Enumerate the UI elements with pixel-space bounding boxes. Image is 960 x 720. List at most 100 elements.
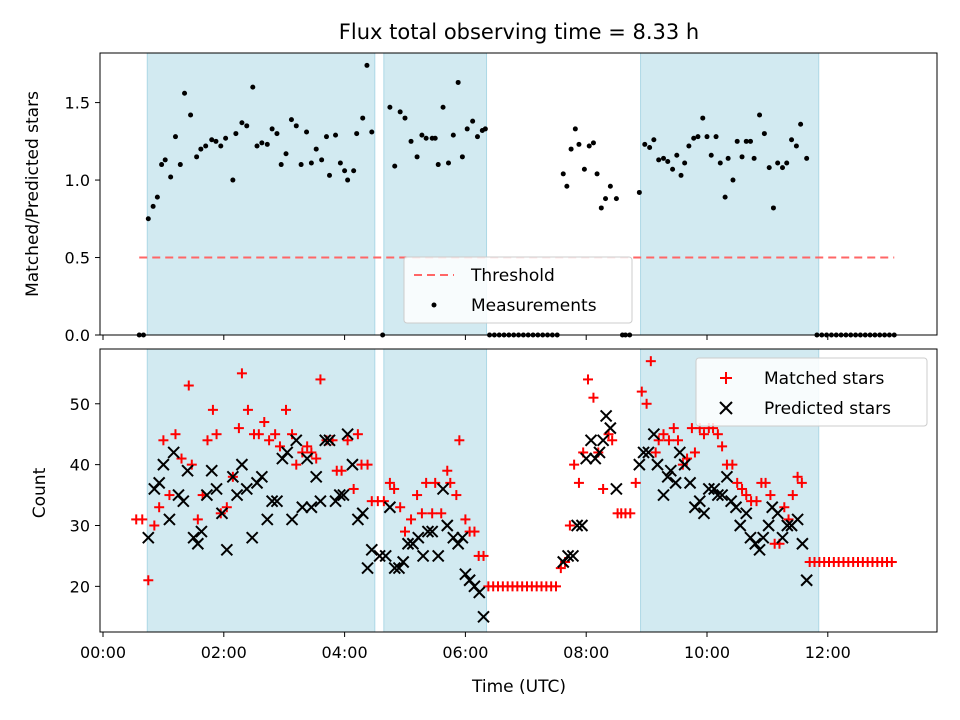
matched-star-point xyxy=(183,380,194,391)
legend-measurements-swatch xyxy=(431,302,437,308)
predicted-star-point xyxy=(664,464,677,477)
matched-star-point xyxy=(176,453,187,464)
x-axis-label: Time (UTC) xyxy=(471,677,566,697)
measurement-point xyxy=(613,196,619,202)
measurement-point xyxy=(168,174,174,180)
bottom-ytick-label: 20 xyxy=(70,577,90,596)
matched-star-point xyxy=(352,429,363,440)
predicted-star-point xyxy=(637,446,650,459)
top-panel: 0.0 0.5 1.0 1.5 Matched/Predicted stars Thr… xyxy=(23,52,938,345)
chart-title: Flux total observing time = 8.33 h xyxy=(339,20,699,44)
measurement-point xyxy=(327,172,332,178)
predicted-star-point xyxy=(796,537,809,550)
predicted-star-point xyxy=(711,488,725,502)
matched-star-point xyxy=(454,435,465,446)
measurement-point xyxy=(455,79,461,85)
predicted-star-point xyxy=(678,458,691,471)
predicted-star-point xyxy=(657,488,670,502)
predicted-star-point xyxy=(319,434,332,447)
predicted-star-point xyxy=(781,519,794,532)
legend-measurements-label: Measurements xyxy=(471,296,597,316)
matched-star-point xyxy=(583,374,594,385)
matched-star-point xyxy=(478,550,489,561)
matched-star-point xyxy=(154,502,165,513)
measurement-point xyxy=(661,155,667,161)
measurement-point xyxy=(751,155,757,161)
legend-predicted-swatch xyxy=(719,401,733,415)
matched-star-point xyxy=(412,490,423,501)
matched-star-point xyxy=(362,459,373,470)
measurement-point xyxy=(172,134,178,140)
measurement-point xyxy=(288,117,294,123)
measurement-point xyxy=(568,146,574,152)
predicted-star-point xyxy=(205,464,218,477)
matched-star-point xyxy=(650,447,661,458)
predicted-star-point xyxy=(310,470,323,484)
matched-star-point xyxy=(170,429,181,440)
matched-star-point xyxy=(551,581,561,592)
measurement-point xyxy=(607,183,613,189)
measurement-point xyxy=(594,171,600,177)
predicted-star-point xyxy=(177,494,190,508)
measurement-point xyxy=(695,134,701,140)
predicted-star-point xyxy=(441,519,454,532)
measurement-point xyxy=(337,160,343,166)
predicted-star-point xyxy=(200,488,214,502)
predicted-star-point xyxy=(163,513,176,526)
measurement-point xyxy=(739,154,745,160)
measurement-point xyxy=(209,137,215,143)
measurement-point xyxy=(345,177,351,183)
measurement-point xyxy=(670,166,676,172)
predicted-star-point xyxy=(167,446,180,459)
measurement-point xyxy=(474,134,480,140)
measurement-point xyxy=(319,157,325,163)
measurement-point xyxy=(333,132,339,138)
predicted-star-point xyxy=(651,458,664,471)
matched-star-point xyxy=(460,514,471,525)
matched-star-point xyxy=(673,435,684,446)
predicted-star-point xyxy=(753,543,766,557)
predicted-star-point xyxy=(584,434,598,447)
matched-star-point xyxy=(274,441,285,452)
measurement-point xyxy=(177,162,183,168)
matched-star-point xyxy=(573,477,584,488)
predicted-star-point xyxy=(708,482,721,496)
measurement-point xyxy=(392,163,398,169)
measurement-point xyxy=(686,143,692,149)
bottom-xtick-label: 10:00 xyxy=(684,643,730,662)
predicted-star-point xyxy=(240,482,253,496)
measurement-point xyxy=(304,129,310,135)
measurement-point xyxy=(203,143,209,149)
measurement-point xyxy=(572,126,578,132)
bottom-xtick-label: 04:00 xyxy=(322,643,368,662)
matched-star-point xyxy=(569,459,580,470)
matched-star-point xyxy=(717,441,728,452)
matched-star-point xyxy=(564,520,575,531)
measurement-point xyxy=(636,189,642,195)
measurement-point xyxy=(651,137,657,143)
measurement-point xyxy=(725,155,731,161)
measurement-point xyxy=(590,140,596,146)
predicted-star-point xyxy=(195,525,208,538)
measurement-point xyxy=(482,126,488,132)
measurement-point xyxy=(293,123,299,129)
matched-star-point xyxy=(378,496,389,507)
predicted-star-point xyxy=(255,470,269,484)
measurement-point xyxy=(419,132,425,138)
matched-star-point xyxy=(253,429,264,440)
measurement-point xyxy=(223,135,229,141)
measurement-point xyxy=(708,152,714,158)
predicted-star-point xyxy=(181,464,194,477)
predicted-star-point xyxy=(697,507,711,520)
matched-star-point xyxy=(442,465,453,476)
predicted-star-point xyxy=(235,458,249,471)
measurement-point xyxy=(564,183,570,189)
predicted-star-point xyxy=(396,555,410,569)
predicted-star-point xyxy=(575,519,589,532)
predicted-star-point xyxy=(561,549,575,563)
matched-star-point xyxy=(588,392,599,403)
matched-star-point xyxy=(149,520,160,531)
predicted-star-point xyxy=(210,482,223,496)
predicted-star-point xyxy=(589,452,602,465)
